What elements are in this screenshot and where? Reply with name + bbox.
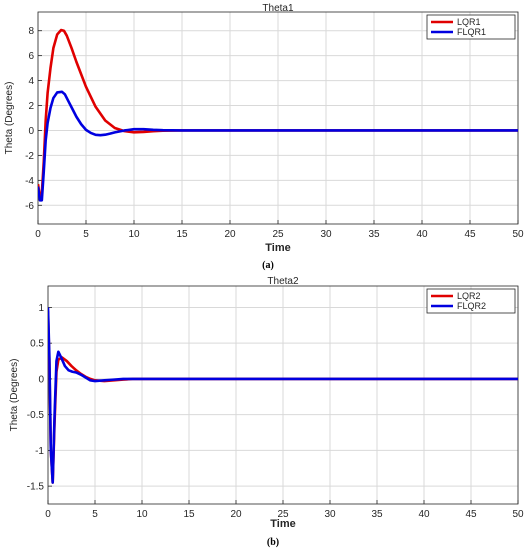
legend-label-flqr2: FLQR2 bbox=[457, 301, 486, 311]
chart-title: Theta2 bbox=[267, 276, 299, 287]
x-tick-label: 40 bbox=[416, 229, 428, 240]
series-line-flqr2 bbox=[48, 307, 518, 484]
x-tick-label: 45 bbox=[465, 509, 477, 520]
x-tick-label: 20 bbox=[230, 509, 242, 520]
y-tick-label: -4 bbox=[25, 176, 34, 187]
legend-box bbox=[426, 14, 516, 40]
x-tick-label: 10 bbox=[136, 509, 148, 520]
x-tick-label: 15 bbox=[176, 229, 188, 240]
x-tick-label: 25 bbox=[277, 509, 289, 520]
x-tick-label: 40 bbox=[418, 509, 430, 520]
x-axis-label: Time bbox=[270, 518, 295, 530]
legend-label-lqr2: LQR2 bbox=[457, 291, 481, 301]
legend-label-flqr1: FLQR1 bbox=[457, 27, 486, 37]
x-tick-label: 0 bbox=[35, 229, 41, 240]
x-tick-label: 30 bbox=[320, 229, 332, 240]
y-tick-label: 0 bbox=[38, 374, 44, 385]
x-tick-label: 30 bbox=[324, 509, 336, 520]
x-tick-label: 15 bbox=[183, 509, 195, 520]
x-tick-label: 20 bbox=[224, 229, 236, 240]
y-tick-label: -6 bbox=[25, 201, 34, 212]
legend-label-lqr1: LQR1 bbox=[457, 17, 481, 27]
x-tick-label: 10 bbox=[128, 229, 140, 240]
y-tick-label: 4 bbox=[28, 76, 34, 87]
y-tick-label: 2 bbox=[28, 101, 34, 112]
y-tick-label: -1 bbox=[35, 446, 44, 457]
x-tick-label: 50 bbox=[512, 229, 524, 240]
x-axis-label: Time bbox=[265, 242, 290, 254]
y-axis-label: Theta (Degrees) bbox=[4, 82, 15, 155]
x-tick-label: 35 bbox=[371, 509, 383, 520]
chart-2: 0 5 10 15 20 25 30 35 40 45 50 -1.5 -1 -0.5 0 0.5 1 LQR2F… bbox=[9, 276, 524, 548]
x-tick-label: 5 bbox=[83, 229, 89, 240]
y-tick-label: 0 bbox=[28, 126, 34, 137]
figure-caption: (b) bbox=[267, 537, 279, 548]
y-tick-label: -1.5 bbox=[27, 482, 45, 493]
y-tick-label: -2 bbox=[25, 151, 34, 162]
x-tick-label: 35 bbox=[368, 229, 380, 240]
x-tick-label: 50 bbox=[512, 509, 524, 520]
y-tick-label: 1 bbox=[38, 303, 44, 314]
y-tick-label: 8 bbox=[28, 26, 34, 37]
x-tick-label: 45 bbox=[464, 229, 476, 240]
figure-caption: (a) bbox=[262, 260, 274, 271]
chart-title: Theta1 bbox=[262, 3, 294, 14]
x-tick-label: 25 bbox=[272, 229, 284, 240]
series-line-flqr1 bbox=[38, 90, 518, 202]
x-tick-label: 0 bbox=[45, 509, 51, 520]
x-tick-label: 5 bbox=[92, 509, 98, 520]
y-tick-label: 6 bbox=[28, 51, 34, 62]
y-axis-label: Theta (Degrees) bbox=[9, 359, 20, 432]
y-tick-label: -0.5 bbox=[27, 410, 45, 421]
y-tick-label: 0.5 bbox=[30, 339, 44, 350]
chart-1: 0 5 10 15 20 25 30 35 40 45 50 -6 -4 -2 0 2 4 6 8 LQR1FLQR1… bbox=[4, 3, 524, 271]
legend-box bbox=[426, 288, 516, 314]
